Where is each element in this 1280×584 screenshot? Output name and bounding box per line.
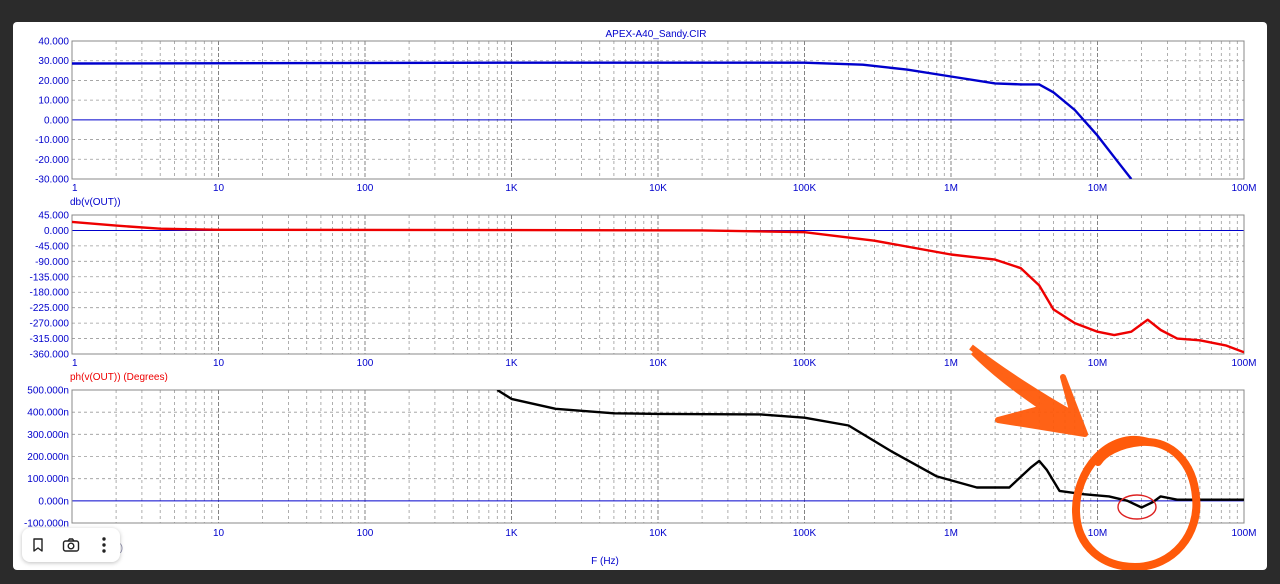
bode-plot: APEX-A40_Sandy.CIR40.00030.00020.00010.0… (24, 29, 1257, 570)
y-tick-label: -270.000 (30, 319, 70, 330)
y-tick-label: -180.000 (30, 288, 70, 299)
y-tick-label: 30.000 (38, 56, 69, 67)
x-tick-label: 1K (505, 183, 518, 194)
y-tick-label: 20.000 (38, 76, 69, 87)
x-tick-label: 10 (213, 358, 225, 369)
x-tick-label: 10M (1088, 528, 1107, 539)
y-tick-label: -225.000 (30, 303, 70, 314)
annotation-arrow (969, 344, 1088, 437)
screenshot-button[interactable] (58, 532, 84, 558)
x-tick-label: 1M (944, 183, 958, 194)
y-tick-label: 0.000 (44, 115, 69, 126)
panel-3 (71, 389, 1245, 524)
x-tick-label: 1M (944, 528, 958, 539)
y-tick-label: 200.000n (27, 452, 69, 463)
series-line-2-1 (72, 220, 1244, 354)
x-tick-label: 100M (1231, 358, 1256, 369)
x-tick-label: 10 (213, 528, 225, 539)
more-button[interactable] (91, 532, 117, 558)
y-tick-label: 45.000 (38, 211, 69, 222)
x-tick-label: 1K (505, 528, 518, 539)
x-tick-label: 10K (649, 183, 667, 194)
x-tick-label: 1M (944, 358, 958, 369)
y-tick-label: 400.000n (27, 408, 69, 419)
y-tick-label: -20.000 (35, 155, 69, 166)
y-tick-label: -360.000 (30, 350, 70, 361)
y-tick-label: -315.000 (30, 334, 70, 345)
x-tick-label: 1K (505, 358, 518, 369)
x-tick-label: 100K (793, 528, 817, 539)
x-tick-label: 1 (72, 183, 78, 194)
y-tick-label: 300.000n (27, 430, 69, 441)
series-legend-2: ph(v(OUT)) (Degrees) (70, 372, 168, 383)
bookmark-button[interactable] (25, 532, 51, 558)
y-tick-label: 100.000n (27, 474, 69, 485)
x-tick-label: 10 (213, 183, 225, 194)
image-toolbar (22, 528, 120, 562)
bookmark-icon (33, 538, 44, 552)
x-tick-label: 10M (1088, 183, 1107, 194)
y-tick-label: 10.000 (38, 96, 69, 107)
y-tick-label: 500.000n (27, 386, 69, 397)
plot-frame (71, 40, 1245, 180)
annotation-circle (1071, 436, 1201, 570)
y-tick-label: 0.000 (44, 226, 69, 237)
y-tick-label: -45.000 (35, 241, 69, 252)
x-tick-label: 10M (1088, 358, 1107, 369)
more-icon (101, 537, 106, 553)
plot-frame (71, 389, 1245, 524)
y-tick-label: -135.000 (30, 272, 70, 283)
series-line-3-1 (496, 390, 1244, 509)
x-tick-label: 1 (72, 358, 78, 369)
y-tick-label: -90.000 (35, 257, 69, 268)
y-tick-label: 40.000 (38, 37, 69, 48)
y-tick-label: -100.000n (24, 519, 69, 530)
x-tick-label: 100K (793, 183, 817, 194)
panel-1 (71, 40, 1245, 180)
annotation-small-circle (1117, 494, 1157, 520)
x-tick-label: 10K (649, 528, 667, 539)
series-legend-1: db(v(OUT)) (70, 197, 121, 208)
x-tick-label: 100M (1231, 528, 1256, 539)
x-tick-label: 100K (793, 358, 817, 369)
plot-frame (71, 214, 1245, 355)
plot-sheet: APEX-A40_Sandy.CIR 40.000 30.000 20.000 10.0… (13, 22, 1267, 570)
y-tick-label: -10.000 (35, 135, 69, 146)
camera-icon (62, 538, 80, 552)
x-tick-label: 100 (357, 528, 374, 539)
x-tick-label: 100 (357, 358, 374, 369)
panel-2 (71, 214, 1245, 355)
x-axis-label: F (Hz) (591, 556, 619, 567)
series-line-1-1 (72, 61, 1133, 179)
y-tick-label: 0.000n (38, 496, 69, 507)
chart-title: APEX-A40_Sandy.CIR (606, 29, 707, 40)
y-tick-label: -30.000 (35, 175, 69, 186)
x-tick-label: 100M (1231, 183, 1256, 194)
x-tick-label: 10K (649, 358, 667, 369)
x-tick-label: 100 (357, 183, 374, 194)
